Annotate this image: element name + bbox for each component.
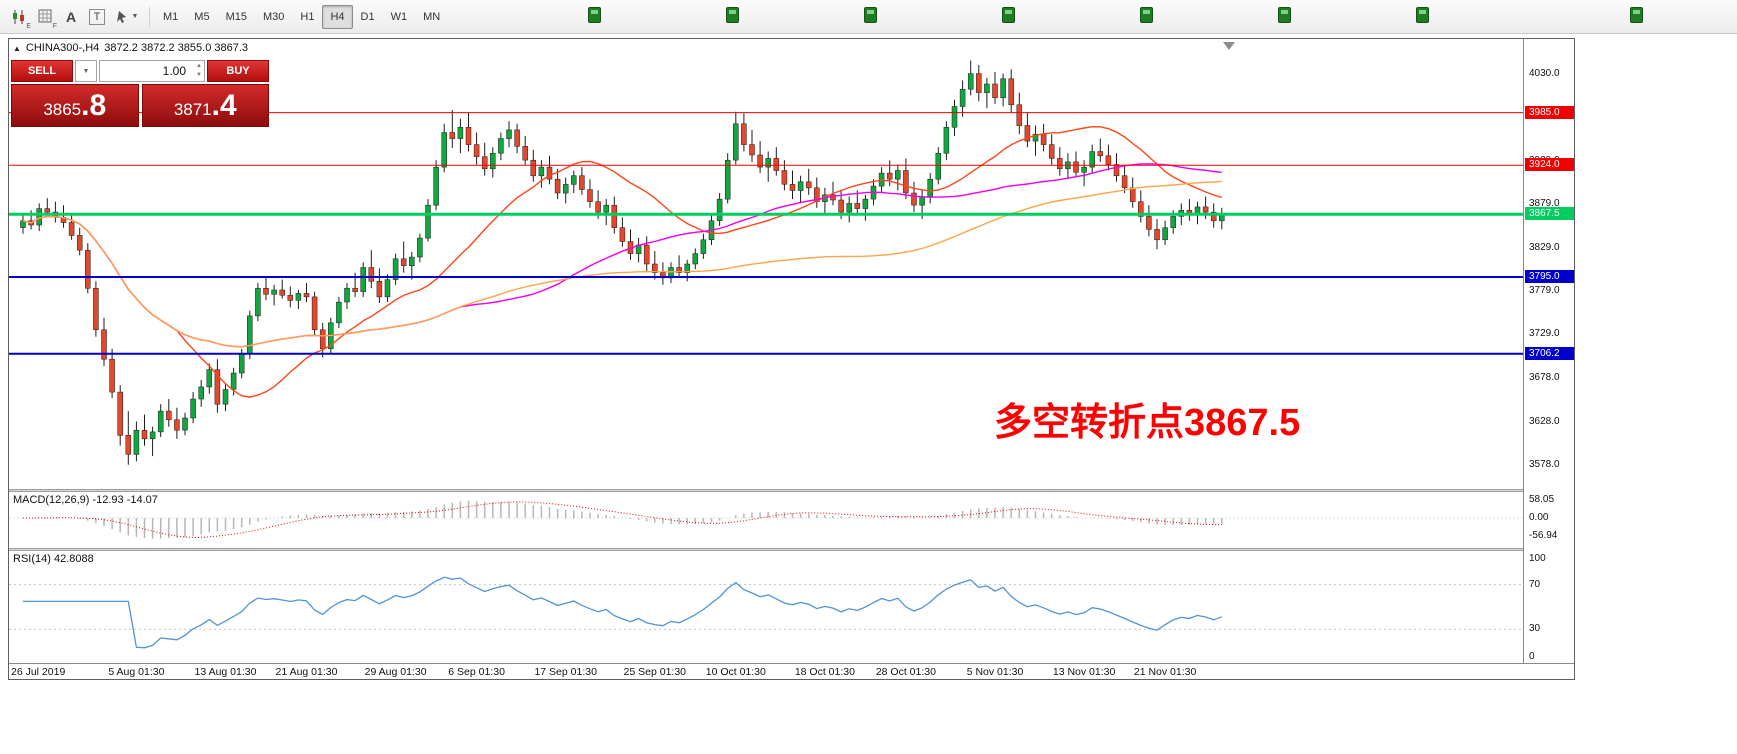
rsi-label: RSI(14) 42.8088 [13,553,94,565]
text-annotation-button[interactable]: A [58,4,84,30]
volume-input[interactable]: 1.00 ▲ ▼ [99,60,205,82]
green-indicator-icon[interactable] [1416,7,1429,23]
price-tick-label: 3678.0 [1529,372,1560,384]
time-axis-label: 21 Aug 01:30 [275,666,338,678]
price-axis[interactable]: 4030.03980.03929.03879.03829.03779.03729… [1523,39,1574,663]
timeframe-button-m1[interactable]: M1 [163,10,179,23]
textbox-button[interactable]: T [84,4,110,30]
price-tick-label: 3628.0 [1529,415,1560,427]
timeframe-button-mn[interactable]: MN [423,10,441,23]
time-axis-label: 18 Oct 01:30 [794,666,855,678]
spinner-down-icon[interactable]: ▼ [196,72,202,78]
rsi-axis-label: 100 [1529,553,1546,564]
price-tick-label: 3779.0 [1529,284,1560,296]
buy-price-display[interactable]: 3871.4 [141,84,269,127]
volume-value: 1.00 [162,64,186,78]
rsi-pane: RSI(14) 42.8088 [9,551,1523,663]
grid-button[interactable]: F [32,4,58,30]
price-level-badge: 3985.0 [1525,105,1574,119]
time-axis-label: 10 Oct 01:30 [705,666,766,678]
pane-divider[interactable] [9,489,1574,492]
chart-type-button[interactable]: E [6,4,32,30]
rsi-chart-canvas[interactable] [9,551,1523,663]
macd-axis-label: -56.94 [1529,529,1558,541]
candlestick-chart-canvas[interactable] [9,39,1523,489]
volume-preset-dropdown[interactable]: ▼ [75,60,97,82]
green-indicator-icon[interactable] [1278,7,1291,23]
price-level-badge: 3924.0 [1525,158,1574,172]
time-axis-label: 13 Nov 01:30 [1052,666,1116,678]
green-indicator-icon[interactable] [1002,7,1015,23]
macd-pane: MACD(12,26,9) -12.93 -14.07 [9,492,1523,548]
timeframe-button-m5[interactable]: M5 [194,10,210,23]
letter-a-icon: A [65,8,77,25]
price-tick-label: 4030.0 [1529,67,1560,79]
grid-icon [38,9,51,23]
boxed-t-icon: T [89,8,105,25]
rsi-axis-label: 0 [1529,651,1535,662]
candlestick-chart-icon [13,9,24,24]
macd-axis-label: 0.00 [1529,512,1549,523]
time-axis-label: 17 Sep 01:30 [534,666,597,678]
macd-axis-label: 58.05 [1529,494,1555,505]
price-level-badge: 3795.0 [1525,269,1574,283]
green-indicator-icon[interactable] [864,7,877,23]
timeframe-button-d1[interactable]: D1 [360,10,375,23]
time-axis-label: 5 Nov 01:30 [966,666,1024,678]
crosshair-cursor-icon [116,10,126,23]
cursor-tool-button[interactable]: ▼ [110,4,144,30]
timeframe-button-h4[interactable]: H4 [322,4,353,29]
time-axis-label: 25 Sep 01:30 [623,666,687,678]
green-indicator-icon[interactable] [1140,7,1153,23]
chevron-down-icon: ▼ [131,13,139,20]
price-tick-label: 3729.0 [1529,328,1560,340]
chart-annotation-text: 多空转折点3867.5 [994,402,1301,444]
rsi-axis-label: 70 [1529,578,1541,590]
price-tick-label: 3829.0 [1529,241,1560,253]
main-chart-pane: ▲ CHINA300-,H4 3872.2 3872.2 3855.0 3867… [9,39,1523,489]
buy-button[interactable]: BUY [207,60,269,82]
price-level-badge: 3706.2 [1525,346,1574,360]
macd-label: MACD(12,26,9) -12.93 -14.07 [13,494,158,506]
time-axis-label: 5 Aug 01:30 [108,666,165,678]
chart-window: ▲ CHINA300-,H4 3872.2 3872.2 3855.0 3867… [8,38,1575,680]
price-tick-label: 3578.0 [1529,458,1560,470]
symbol-title: CHINA300-,H4 [25,42,100,54]
time-axis-label: 29 Aug 01:30 [364,666,427,678]
ohlc-values: 3872.2 3872.2 3855.0 3867.3 [104,42,249,54]
sell-button[interactable]: SELL [11,60,73,82]
timeframe-button-h1[interactable]: H1 [300,10,315,23]
macd-chart-canvas[interactable] [9,492,1523,548]
pane-divider[interactable] [9,548,1574,551]
green-indicator-icon[interactable] [726,7,739,23]
ohlc-header: ▲ CHINA300-,H4 3872.2 3872.2 3855.0 3867… [13,42,248,54]
time-axis-label: 21 Nov 01:30 [1133,666,1197,678]
collapse-arrow-icon[interactable]: ▲ [13,43,21,53]
price-tick-label: 3879.0 [1529,198,1560,210]
time-axis-label: 28 Oct 01:30 [875,666,936,678]
timeframe-button-m15[interactable]: M15 [225,10,247,23]
price-level-badge: 3867.5 [1525,207,1574,221]
time-axis[interactable]: 26 Jul 2019 5 Aug 01:30 13 Aug 01:30 21 Aug… [9,663,1574,679]
toolbar-separator [149,6,150,27]
one-click-trade-panel: SELL ▼ 1.00 ▲ ▼ BUY 3865.8 38 [11,60,269,127]
time-axis-label: 26 Jul 2019 [11,666,66,678]
chevron-down-icon: ▼ [82,67,90,75]
toolbar: E F A T ▼ M1 M5 M15 M30 H1 H4 D1 W1 MN [0,0,1737,34]
time-axis-label: 13 Aug 01:30 [194,666,257,678]
timeframe-button-m30[interactable]: M30 [262,10,285,23]
green-indicator-icon[interactable] [1630,7,1643,23]
time-axis-label: 6 Sep 01:30 [448,666,505,678]
timeframe-button-w1[interactable]: W1 [390,10,408,23]
green-indicator-icon[interactable] [588,7,601,23]
rsi-axis-label: 30 [1529,623,1541,635]
spinner-up-icon[interactable]: ▲ [196,63,202,69]
sell-price-display[interactable]: 3865.8 [11,84,139,127]
